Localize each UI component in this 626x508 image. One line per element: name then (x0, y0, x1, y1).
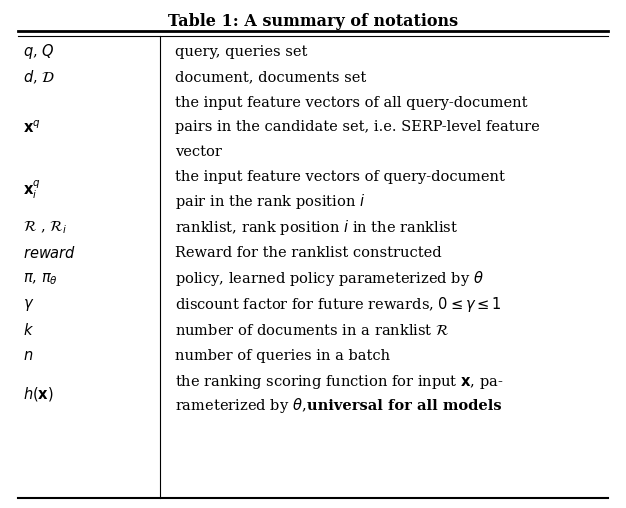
Text: pairs in the candidate set, i.e. SERP-level feature: pairs in the candidate set, i.e. SERP-le… (175, 120, 540, 134)
Text: number of queries in a batch: number of queries in a batch (175, 349, 390, 363)
Text: query, queries set: query, queries set (175, 45, 307, 58)
Text: Reward for the ranklist constructed: Reward for the ranklist constructed (175, 246, 441, 260)
Text: $\mathbf{x}_i^q$: $\mathbf{x}_i^q$ (23, 178, 41, 201)
Text: rameterized by $\theta$,: rameterized by $\theta$, (175, 396, 307, 416)
Text: Table 1: A summary of notations: Table 1: A summary of notations (168, 13, 458, 30)
Text: the input feature vectors of all query-document: the input feature vectors of all query-d… (175, 96, 527, 110)
Text: $\mathit{reward}$: $\mathit{reward}$ (23, 245, 76, 261)
Text: document, documents set: document, documents set (175, 71, 366, 84)
Text: policy, learned policy parameterized by $\theta$: policy, learned policy parameterized by … (175, 269, 483, 289)
Text: $d$, $\mathcal{D}$: $d$, $\mathcal{D}$ (23, 69, 55, 86)
Text: $\gamma$: $\gamma$ (23, 297, 34, 312)
Text: $\mathbf{x}^q$: $\mathbf{x}^q$ (23, 119, 41, 136)
Text: $\mathcal{R}$ , $\mathcal{R}_i$: $\mathcal{R}$ , $\mathcal{R}_i$ (23, 219, 67, 236)
Text: universal for all models: universal for all models (307, 399, 502, 413)
Text: $q$, $Q$: $q$, $Q$ (23, 42, 54, 61)
Text: discount factor for future rewards, $0 \leq \gamma \leq 1$: discount factor for future rewards, $0 \… (175, 295, 501, 314)
Text: vector: vector (175, 145, 222, 158)
Text: $\pi$, $\pi_\theta$: $\pi$, $\pi_\theta$ (23, 271, 58, 287)
Text: the input feature vectors of query-document: the input feature vectors of query-docum… (175, 170, 505, 184)
Text: ranklist, rank position $i$ in the ranklist: ranklist, rank position $i$ in the rankl… (175, 218, 458, 237)
Text: pair in the rank position $i$: pair in the rank position $i$ (175, 192, 365, 211)
Text: $k$: $k$ (23, 322, 34, 338)
Text: $h(\mathbf{x})$: $h(\mathbf{x})$ (23, 385, 54, 403)
Text: $n$: $n$ (23, 349, 33, 363)
Text: the ranking scoring function for input $\mathbf{x}$, pa-: the ranking scoring function for input $… (175, 373, 503, 391)
Text: number of documents in a ranklist $\mathcal{R}$: number of documents in a ranklist $\math… (175, 323, 449, 338)
